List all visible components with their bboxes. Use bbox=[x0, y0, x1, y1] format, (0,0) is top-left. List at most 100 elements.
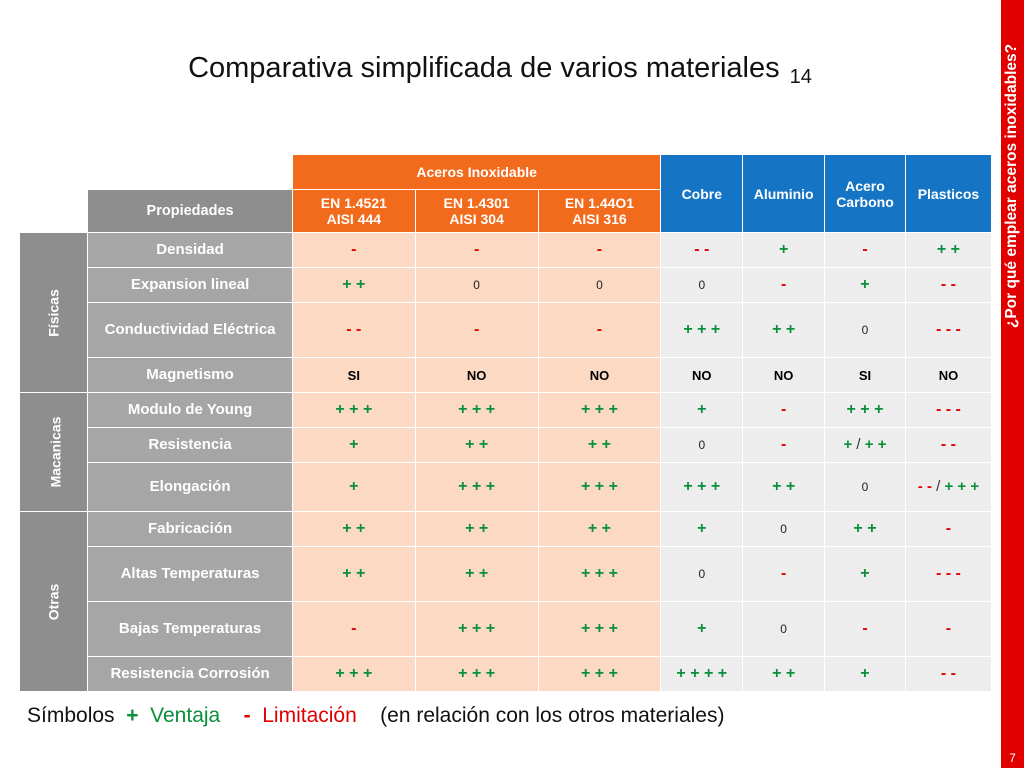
table-cell: + / + + bbox=[825, 428, 905, 462]
table-cell: NO bbox=[661, 358, 743, 392]
table-cell: + + + bbox=[415, 463, 538, 511]
table-cell: - bbox=[292, 602, 415, 656]
table-cell: + + bbox=[743, 657, 825, 691]
table-cell: + + + bbox=[538, 393, 661, 427]
side-accent-bar bbox=[1001, 0, 1024, 768]
table-cell: + + + bbox=[292, 657, 415, 691]
title-text: Comparativa simplificada de varios mater… bbox=[188, 52, 780, 84]
table-cell: 0 bbox=[538, 268, 661, 302]
table-cell: + + + bbox=[415, 657, 538, 691]
legend-note: (en relación con los otros materiales) bbox=[380, 704, 725, 727]
col-header-aisi316: EN 1.44O1 AISI 316 bbox=[538, 190, 661, 232]
table-cell: + bbox=[661, 393, 743, 427]
table-cell: - - bbox=[661, 233, 743, 267]
col-header-aluminio: Aluminio bbox=[743, 155, 825, 232]
property-label: Bajas Temperaturas bbox=[88, 602, 292, 656]
table-cell: + bbox=[825, 657, 905, 691]
table-cell: + bbox=[743, 233, 825, 267]
table-cell: + + bbox=[292, 268, 415, 302]
table-cell: + + + bbox=[825, 393, 905, 427]
col-header-acero-carbono: Acero Carbono bbox=[825, 155, 905, 232]
table-row: Macanicas Modulo de Young + + + + + + + + + +… bbox=[20, 393, 991, 511]
table-row: Otras Fabricación + + + + + + +0 + + - bbox=[20, 512, 991, 691]
table-cell: + bbox=[661, 512, 743, 546]
table-row: Elongación + + + + + + + + + + + +0- - / + + … bbox=[20, 463, 991, 511]
table-cell: + + bbox=[415, 547, 538, 601]
table-cell: 0 bbox=[415, 268, 538, 302]
table-cell: 0 bbox=[825, 303, 905, 357]
header-corner bbox=[20, 155, 292, 189]
table-cell: - bbox=[415, 233, 538, 267]
table-cell: + bbox=[825, 268, 905, 302]
col-header-aisi444: EN 1.4521 AISI 444 bbox=[292, 190, 415, 232]
table-row: Expansion lineal + +0 0 0- + - - bbox=[20, 268, 991, 302]
table-cell: - bbox=[538, 303, 661, 357]
table-cell: - bbox=[538, 233, 661, 267]
col-header-plasticos: Plasticos bbox=[905, 155, 991, 232]
table-cell: - - - bbox=[905, 547, 991, 601]
group-label: Otras bbox=[20, 512, 88, 691]
legend-plus-label: Ventaja bbox=[150, 704, 221, 727]
table-cell: + + bbox=[905, 233, 991, 267]
table-cell: + + bbox=[415, 512, 538, 546]
header-empty bbox=[20, 190, 87, 232]
table-cell: + + + bbox=[415, 602, 538, 656]
table-cell: 0 bbox=[743, 512, 825, 546]
table-cell: + + + bbox=[661, 463, 743, 511]
table-cell: 0 bbox=[661, 268, 743, 302]
property-label: Modulo de Young bbox=[88, 393, 292, 427]
table-cell: + bbox=[292, 428, 415, 462]
side-caption: ¿Por qué emplear aceros inoxidables? bbox=[1003, 43, 1020, 329]
table-cell: + + + + bbox=[661, 657, 743, 691]
table-row: Resistencia Corrosión + + + + + + + + + + + … bbox=[20, 657, 991, 691]
property-label: Resistencia Corrosión bbox=[88, 657, 292, 691]
table-cell: 0 bbox=[661, 428, 743, 462]
stainless-group-header: Aceros Inoxidable bbox=[292, 155, 661, 189]
table-cell: - - bbox=[905, 657, 991, 691]
table-row: Altas Temperaturas + + + + + + +0- + - - - bbox=[20, 547, 991, 601]
property-label: Magnetismo bbox=[88, 358, 292, 392]
table-cell: NO bbox=[415, 358, 538, 392]
table-cell: - - - bbox=[905, 303, 991, 357]
table-cell: + bbox=[661, 602, 743, 656]
table-cell: - bbox=[743, 547, 825, 601]
table-cell: + + bbox=[292, 512, 415, 546]
table-cell: + + + bbox=[415, 393, 538, 427]
table-cell: - bbox=[905, 512, 991, 546]
table-cell: - bbox=[292, 233, 415, 267]
table-row: Resistencia + + + + +0- + / + + - - bbox=[20, 428, 991, 462]
property-label: Expansion lineal bbox=[88, 268, 292, 302]
table-cell: - bbox=[743, 393, 825, 427]
table-row: Bajas Temperaturas - + + + + + + +0- - bbox=[20, 602, 991, 656]
table-cell: 0 bbox=[825, 463, 905, 511]
table-cell: 0 bbox=[743, 602, 825, 656]
property-label: Altas Temperaturas bbox=[88, 547, 292, 601]
table-row: Conductividad Eléctrica - - - - + + + + +0- -… bbox=[20, 303, 991, 357]
table-cell: + + bbox=[743, 303, 825, 357]
col-header-cobre: Cobre bbox=[661, 155, 743, 232]
table-cell: - - - bbox=[905, 393, 991, 427]
comparison-table: Aceros Inoxidable Cobre Aluminio Acero Ca… bbox=[19, 154, 992, 692]
table-cell: 0 bbox=[661, 547, 743, 601]
table-cell: - bbox=[415, 303, 538, 357]
table-row: Magnetismo SI NO NO NO NO SI NO bbox=[20, 358, 991, 392]
table-cell: - bbox=[825, 233, 905, 267]
table-cell: - bbox=[825, 602, 905, 656]
property-label: Densidad bbox=[88, 233, 292, 267]
group-label: Físicas bbox=[20, 233, 88, 392]
table-body: Físicas Densidad - - - - - + - + + Expansion line… bbox=[20, 233, 991, 691]
table-cell: + + + bbox=[661, 303, 743, 357]
table-cell: NO bbox=[743, 358, 825, 392]
table-cell: + + bbox=[538, 428, 661, 462]
property-label: Elongación bbox=[88, 463, 292, 511]
legend: Símbolos + Ventaja - Limitación (en rela… bbox=[27, 704, 724, 728]
slide-title: Comparativa simplificada de varios mater… bbox=[0, 52, 1000, 89]
table-cell: + bbox=[825, 547, 905, 601]
properties-header: Propiedades bbox=[88, 190, 292, 232]
group-label: Macanicas bbox=[20, 393, 88, 511]
table-cell: - - bbox=[292, 303, 415, 357]
table-row: Físicas Densidad - - - - - + - + + bbox=[20, 233, 991, 392]
table-cell: + + bbox=[292, 547, 415, 601]
table-cell: - bbox=[743, 428, 825, 462]
page-number: 7 bbox=[1009, 751, 1016, 765]
